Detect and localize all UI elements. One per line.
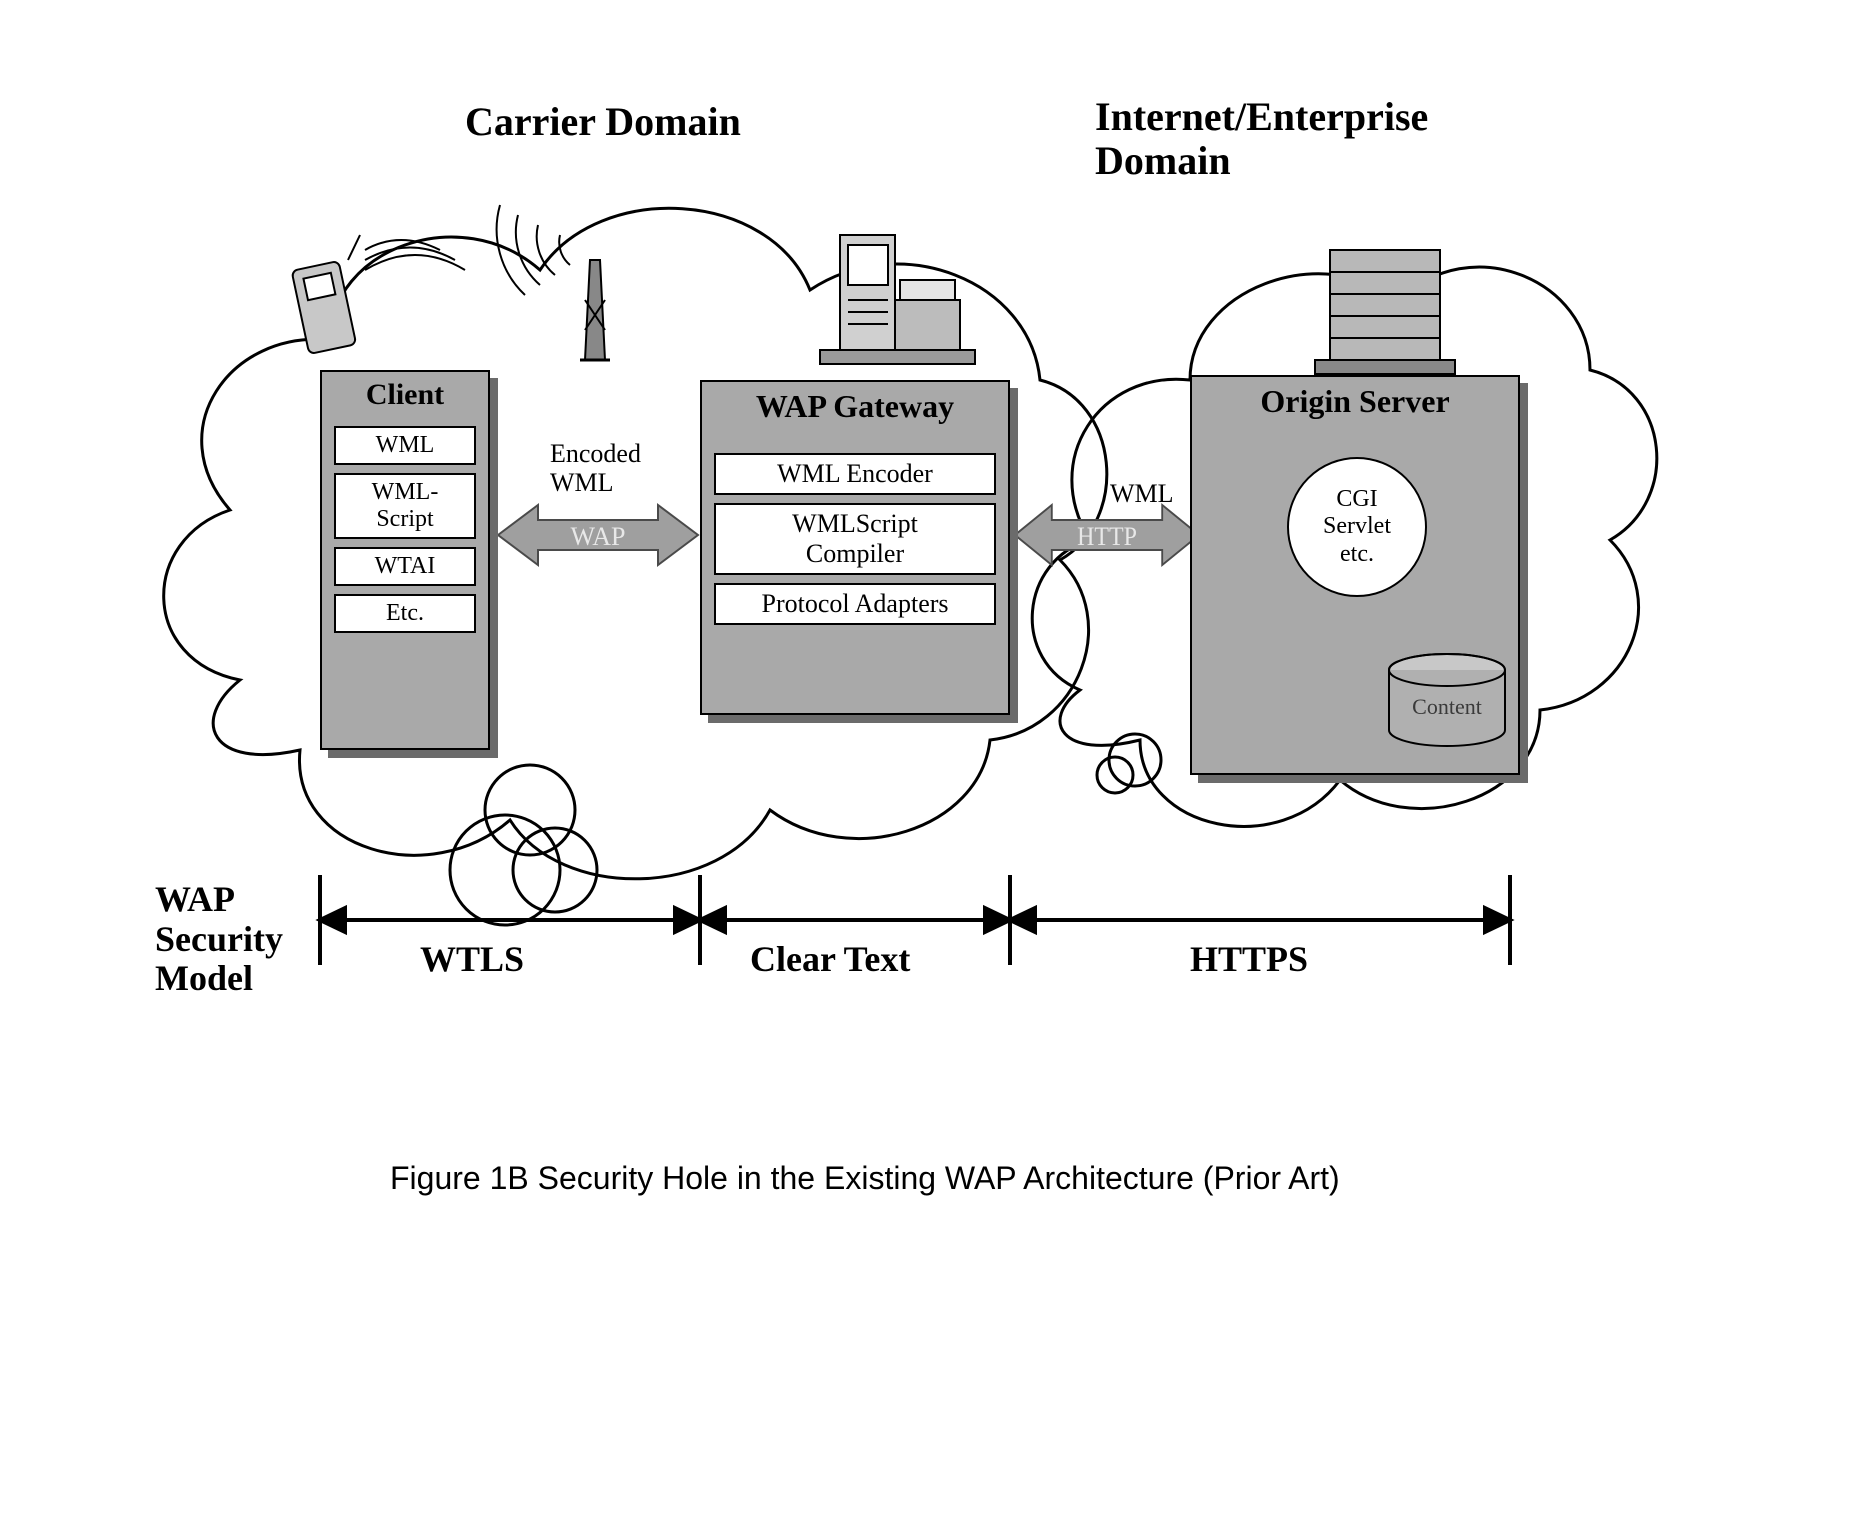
content-cylinder-label: Content	[1412, 694, 1482, 719]
client-item-wtai: WTAI	[334, 547, 476, 586]
gateway-item-encoder: WML Encoder	[714, 453, 996, 495]
internet-domain-header: Internet/Enterprise Domain	[1095, 95, 1428, 183]
http-arrow-label: HTTP	[1077, 523, 1137, 551]
http-arrow: HTTP	[1015, 505, 1199, 565]
client-panel-title: Client	[322, 372, 488, 418]
wap-arrow-label: WAP	[571, 522, 626, 551]
tower-icon	[497, 205, 610, 360]
https-label: HTTPS	[1190, 940, 1308, 980]
content-cylinder-icon: Content	[1382, 652, 1512, 752]
gateway-item-compiler: WMLScript Compiler	[714, 503, 996, 575]
client-panel: Client WML WML- Script WTAI Etc.	[320, 370, 490, 750]
gateway-panel: WAP Gateway WML Encoder WMLScript Compil…	[700, 380, 1010, 715]
origin-panel-title: Origin Server	[1192, 377, 1518, 426]
client-item-wmlscript: WML- Script	[334, 473, 476, 539]
wap-security-model-title: WAP Security Model	[155, 880, 283, 999]
gateway-item-adapters: Protocol Adapters	[714, 583, 996, 625]
gateway-server-icon	[820, 235, 975, 364]
origin-panel: Origin Server CGI Servlet etc. Content	[1190, 375, 1520, 775]
wap-arrow: WAP	[498, 505, 698, 565]
phone-icon	[292, 235, 465, 354]
hand-scribble	[450, 734, 1161, 925]
carrier-domain-header: Carrier Domain	[465, 100, 741, 144]
diagram-stage: WAP HTTP Carrier Domain	[0, 0, 1875, 1535]
gateway-panel-title: WAP Gateway	[702, 382, 1008, 431]
origin-server-icon	[1315, 250, 1455, 374]
wml-label: WML	[1110, 480, 1174, 509]
svg-layer: WAP HTTP	[0, 0, 1875, 1535]
wtls-label: WTLS	[420, 940, 524, 980]
clear-text-label: Clear Text	[750, 940, 910, 980]
encoded-wml-label: Encoded WML	[550, 440, 641, 497]
client-item-etc: Etc.	[334, 594, 476, 633]
origin-cgi-circle: CGI Servlet etc.	[1287, 457, 1427, 597]
figure-caption: Figure 1B Security Hole in the Existing …	[390, 1160, 1340, 1197]
client-item-wml: WML	[334, 426, 476, 465]
